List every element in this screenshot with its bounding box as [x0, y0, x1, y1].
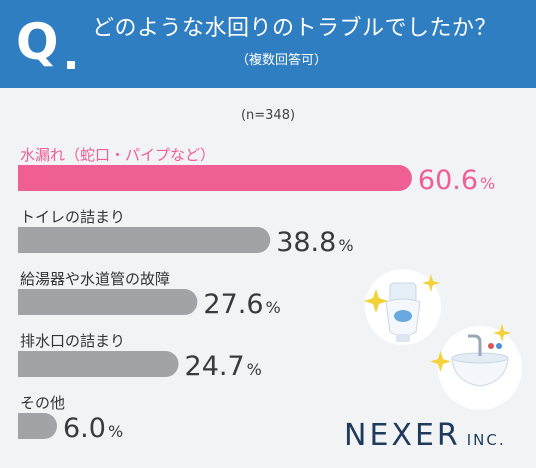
q-dot: [67, 61, 75, 69]
bar: [18, 351, 179, 377]
value-label: 6.0%: [63, 413, 123, 444]
sink-illustration: [438, 326, 522, 410]
value-label: 24.7%: [185, 351, 262, 382]
question-header: Q どのような水回りのトラブルでしたか？ （複数回答可）: [0, 0, 536, 88]
category-label: 水漏れ（蛇口・パイプなど）: [20, 146, 215, 164]
category-label: その他: [20, 394, 65, 412]
bar: [18, 289, 198, 315]
toilet-illustration: [365, 269, 441, 345]
value-label: 38.8%: [276, 227, 353, 258]
sparkle-icon: [364, 274, 511, 372]
question-subtitle: （複数回答可）: [236, 53, 328, 68]
value-label: 27.6%: [203, 289, 280, 320]
category-label: 排水口の詰まり: [20, 332, 125, 350]
category-label: トイレの詰まり: [20, 208, 125, 226]
sample-size-label: (n=348): [240, 108, 296, 123]
bar: [18, 165, 412, 191]
nexer-logo: NEXER INC.: [344, 418, 506, 453]
value-label: 60.6%: [418, 165, 495, 196]
bar: [18, 227, 271, 253]
q-mark: Q: [16, 13, 59, 71]
category-label: 給湯器や水道管の故障: [20, 270, 170, 288]
question-title: どのような水回りのトラブルでしたか？: [92, 16, 498, 41]
bar: [18, 413, 57, 439]
